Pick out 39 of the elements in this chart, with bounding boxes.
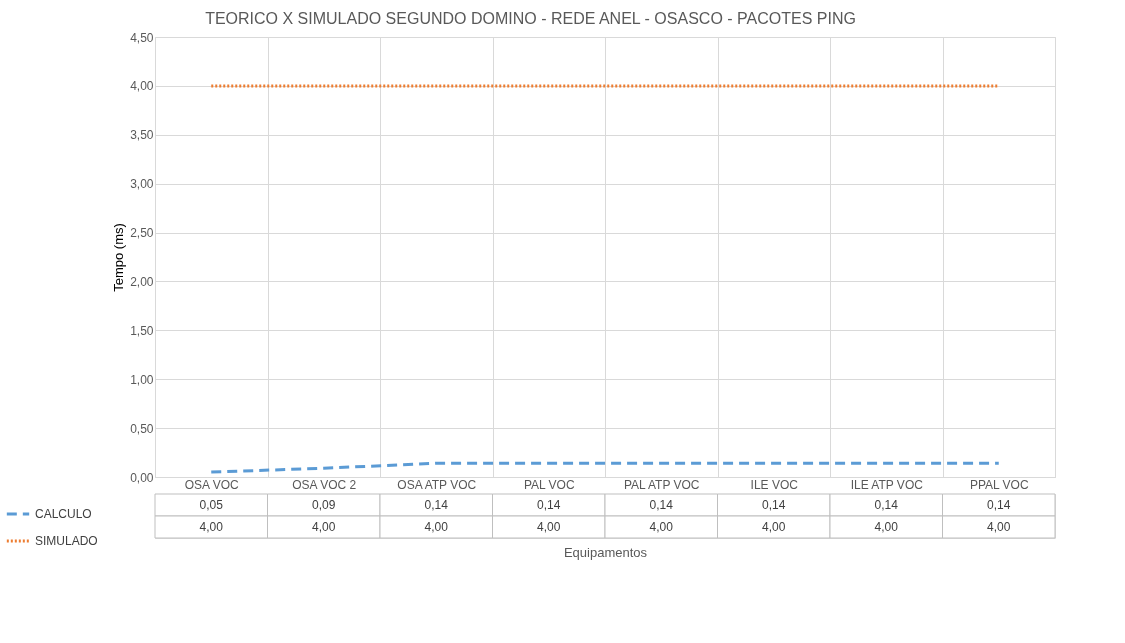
x-tick-label: PAL ATP VOC — [623, 477, 700, 492]
y-tick-label: 1,00 — [130, 372, 154, 387]
x-tick-label: OSA ATP VOC — [397, 477, 477, 492]
x-tick-label: OSA VOC — [184, 477, 240, 492]
y-tick-label: 3,50 — [130, 128, 154, 143]
data-label: 4,00 — [537, 520, 561, 534]
data-label: 0,09 — [312, 498, 336, 512]
y-tick-label: 1,50 — [130, 323, 154, 338]
x-axis-title: Equipamentos — [563, 544, 648, 560]
data-label: 4,00 — [424, 520, 449, 534]
chart-title: TEORICO X SIMULADO SEGUNDO DOMINO - REDE ANEL - OSASCO - PACOTES PING — [205, 9, 856, 27]
y-axis-title: Tempo (ms) — [111, 223, 127, 292]
data-label: 0,14 — [762, 498, 786, 512]
data-label: 4,00 — [762, 520, 786, 534]
data-label: 0,14 — [537, 498, 561, 512]
y-tick-label: 4,00 — [130, 79, 154, 94]
x-tick-label: ILE ATP VOC — [850, 477, 924, 492]
y-tick-label: 2,00 — [130, 274, 154, 289]
legend-label: CALCULO — [35, 507, 92, 521]
data-label: 0,05 — [199, 498, 224, 512]
y-tick-label: 0,50 — [130, 421, 154, 436]
y-tick-label: 3,00 — [130, 177, 154, 192]
data-label: 4,00 — [312, 520, 336, 534]
data-label: 4,00 — [987, 520, 1011, 534]
x-tick-label: ILE VOC — [750, 477, 799, 492]
data-label: 0,14 — [874, 498, 899, 512]
data-label: 4,00 — [874, 520, 899, 534]
x-tick-label: OSA VOC 2 — [292, 477, 357, 492]
y-tick-label: 0,00 — [130, 470, 154, 485]
data-label: 0,14 — [987, 498, 1011, 512]
x-tick-label: PAL VOC — [523, 477, 575, 492]
legend-label: SIMULADO — [35, 534, 98, 548]
y-tick-label: 2,50 — [130, 226, 154, 241]
x-tick-label: PPAL VOC — [969, 477, 1029, 492]
data-label: 4,00 — [199, 520, 224, 534]
data-label: 0,14 — [649, 498, 674, 512]
data-label: 0,14 — [424, 498, 449, 512]
data-label: 4,00 — [649, 520, 674, 534]
y-tick-label: 4,50 — [130, 30, 154, 45]
